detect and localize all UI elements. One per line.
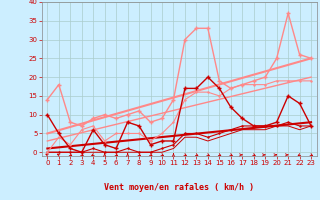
X-axis label: Vent moyen/en rafales ( km/h ): Vent moyen/en rafales ( km/h )	[104, 183, 254, 192]
